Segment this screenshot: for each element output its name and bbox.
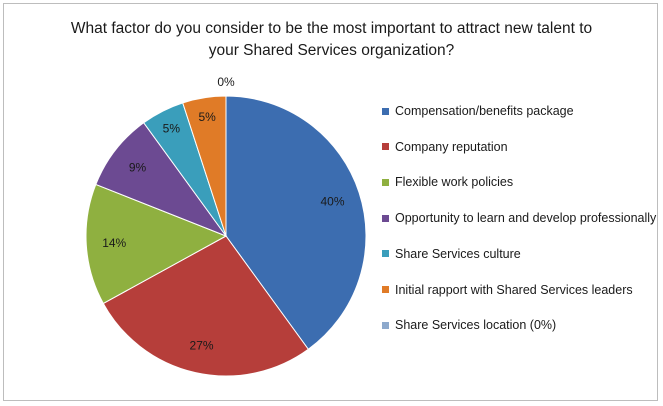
legend-swatch — [382, 214, 389, 222]
data-label-initial-rapport-with-shared-services-leaders: 5% — [198, 110, 216, 124]
pie-chart: 40% 27% 14% 9% 5% 5% 0% — [85, 75, 367, 377]
slice-initial-rapport-with-shared-services-leaders — [182, 95, 227, 237]
data-label-flexible-work-policies: 14% — [102, 236, 126, 250]
chart-title: What factor do you consider to be the mo… — [70, 20, 593, 59]
slice-compensation-benefits-package — [225, 95, 367, 350]
legend-item-company-reputation: Company reputation — [382, 137, 508, 157]
legend-label: Flexible work policies — [395, 175, 514, 190]
legend-swatch — [382, 178, 389, 186]
data-label-share-services-location-0: 0% — [217, 75, 235, 89]
data-label-share-services-culture: 5% — [163, 122, 181, 136]
legend-swatch — [382, 286, 389, 293]
legend-item-compensation-benefits-package: Compensation/benefits package — [382, 101, 574, 121]
legend-swatch — [382, 321, 389, 329]
slice-flexible-work-policies — [85, 183, 228, 305]
legend-item-opportunity-to-learn-and-develop-professionally: Opportunity to learn and develop profess… — [382, 208, 656, 228]
legend-swatch — [382, 250, 389, 258]
slice-opportunity-to-learn-and-develop-professionally — [95, 122, 228, 238]
legend-label: Share Services location (0%) — [395, 318, 557, 333]
legend-swatch — [382, 107, 389, 115]
legend-swatch — [382, 143, 389, 151]
legend-label: Company reputation — [395, 139, 508, 154]
slice-company-reputation — [102, 235, 309, 377]
data-label-company-reputation: 27% — [190, 338, 214, 352]
legend-label: Compensation/benefits package — [395, 104, 574, 118]
legend-label: Initial rapport with Shared Services lea… — [395, 282, 633, 297]
legend-item-initial-rapport-with-shared-services-leaders: Initial rapport with Shared Services lea… — [382, 280, 633, 300]
legend-label: Opportunity to learn and develop profess… — [395, 211, 657, 226]
legend-label: Share Services culture — [395, 246, 521, 261]
chart-frame: What factor do you consider to be the mo… — [3, 3, 658, 401]
legend-item-share-services-location-0: Share Services location (0%) — [382, 315, 556, 335]
data-label-opportunity-to-learn-and-develop-professionally: 9% — [129, 160, 147, 174]
legend-item-flexible-work-policies: Flexible work policies — [382, 172, 513, 192]
legend-item-share-services-culture: Share Services culture — [382, 244, 521, 264]
data-label-compensation-benefits-package: 40% — [321, 194, 345, 208]
